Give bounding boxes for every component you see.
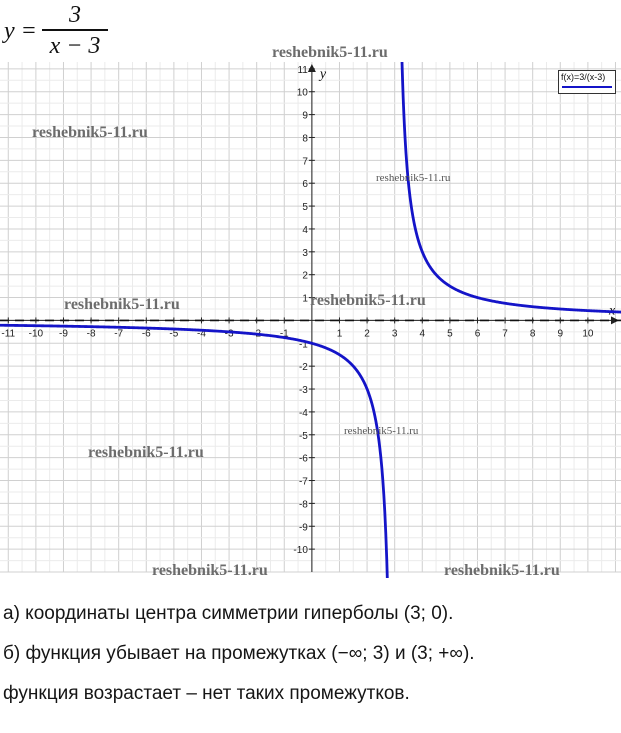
y-tick-label: -4 — [299, 408, 308, 419]
y-tick-label: 1 — [302, 294, 308, 305]
watermark: reshebnik5-11.ru — [344, 425, 419, 437]
function-graph: xy -11 -10 -9 -8 -7 -6 -5 -4 -3 -2 -1 1 2 3 4 5 6 7 8 9 1011… — [0, 62, 621, 578]
x-tick-label: 2 — [364, 328, 370, 339]
tick-labels: -11 -10 -9 -8 -7 -6 -5 -4 -3 -2 -1 1 2 3 4 5 6 7 8 9 1011109… — [1, 65, 593, 556]
y-tick-label: 4 — [302, 225, 308, 236]
y-tick-label: -2 — [299, 362, 308, 373]
watermark: reshebnik5-11.ru — [444, 562, 560, 579]
legend-line-swatch — [562, 86, 612, 88]
series-curves — [0, 62, 621, 578]
answer-c: функция возрастает – нет таких промежутк… — [3, 683, 410, 704]
y-tick-label: -10 — [293, 545, 308, 556]
y-tick-label: 6 — [302, 179, 308, 190]
y-tick-label: -9 — [299, 522, 308, 533]
y-tick-label: 2 — [302, 271, 308, 282]
chart-legend: f(x)=3/(x-3) — [558, 70, 616, 94]
y-tick-label: 3 — [302, 248, 308, 259]
watermark: reshebnik5-11.ru — [32, 124, 148, 141]
x-tick-label: 7 — [502, 328, 508, 339]
y-tick-label: 11 — [297, 65, 308, 76]
x-tick-label: -9 — [59, 328, 68, 339]
series-line-right-branch — [400, 62, 621, 314]
series-line-left-branch — [0, 323, 389, 578]
formula-numerator: 3 — [69, 2, 81, 28]
y-tick-label: 8 — [302, 133, 308, 144]
watermark: reshebnik5-11.ru — [64, 296, 180, 313]
fraction-bar — [42, 29, 108, 31]
formula-denominator: x − 3 — [49, 32, 101, 59]
y-tick-label: -3 — [299, 385, 308, 396]
watermark: reshebnik5-11.ru — [88, 444, 204, 461]
watermark: reshebnik5-11.ru — [376, 172, 451, 184]
x-tick-label: -6 — [142, 328, 151, 339]
x-tick-label: -4 — [197, 328, 206, 339]
x-tick-label: 9 — [557, 328, 563, 339]
x-tick-label: 10 — [582, 328, 594, 339]
legend-label: f(x)=3/(x-3) — [561, 72, 606, 82]
answers-block: а) координаты центра симметрии гиперболы… — [3, 594, 475, 714]
x-tick-label: -5 — [169, 328, 178, 339]
x-tick-label: 5 — [447, 328, 453, 339]
formula-lhs: y = — [4, 18, 37, 44]
x-tick-label: 4 — [419, 328, 425, 339]
x-tick-label: -3 — [225, 328, 234, 339]
y-tick-label: 7 — [302, 156, 308, 167]
y-tick-label: -6 — [299, 454, 308, 465]
y-tick-label: 10 — [297, 88, 309, 99]
formula-fraction: 3 x − 3 — [42, 2, 108, 59]
x-tick-label: -7 — [114, 328, 123, 339]
y-axis-label: y — [318, 67, 327, 82]
y-tick-label: -8 — [299, 499, 308, 510]
y-tick-label: -5 — [299, 431, 308, 442]
x-tick-label: -11 — [1, 328, 15, 339]
watermark: reshebnik5-11.ru — [272, 44, 388, 61]
x-tick-label: 1 — [337, 328, 343, 339]
y-tick-label: -7 — [299, 477, 308, 488]
x-tick-label: -10 — [29, 328, 44, 339]
y-tick-label: 9 — [302, 111, 308, 122]
answer-b: б) функция убывает на промежутках (−∞; 3… — [3, 643, 475, 664]
watermark: reshebnik5-11.ru — [152, 562, 268, 579]
x-tick-label: 8 — [530, 328, 536, 339]
x-tick-label: -8 — [87, 328, 96, 339]
x-tick-label: 3 — [392, 328, 398, 339]
watermark: reshebnik5-11.ru — [310, 292, 426, 309]
y-axis-arrow — [307, 64, 316, 72]
x-tick-label: 6 — [475, 328, 481, 339]
y-tick-label: -1 — [299, 339, 308, 350]
x-tick-label: -1 — [280, 328, 289, 339]
answer-a: а) координаты центра симметрии гиперболы… — [3, 603, 454, 624]
y-tick-label: 5 — [302, 202, 308, 213]
